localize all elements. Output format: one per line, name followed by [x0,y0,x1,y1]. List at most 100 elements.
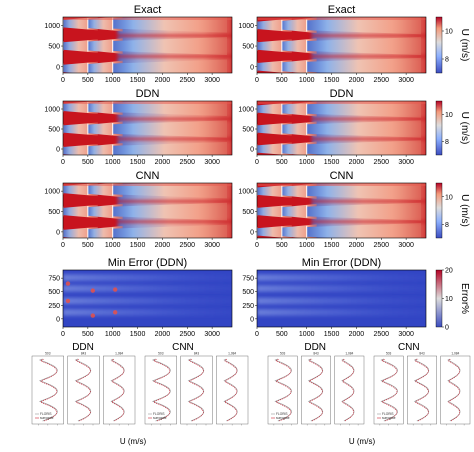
x-tick-label: 2000 [155,331,171,338]
error-streak [257,274,426,281]
x-tick-label: 3000 [204,331,220,338]
profile-subplot: 1,084 [334,352,365,426]
profile-frame [440,355,471,425]
x-tick-label: 1500 [130,77,146,84]
x-tick-label: 2500 [373,77,389,84]
surrogate-curve [381,358,398,422]
x-tick-label: 2000 [349,77,365,84]
error-hotspot [112,287,118,292]
colorbar-label: U (m/s) [459,112,470,145]
station-label: 843 [419,352,425,356]
x-tick-label: 1000 [105,77,121,84]
heatmap-field [63,274,232,318]
turbine-wake [112,202,228,221]
profile-xlabel: U (m/s) [349,437,376,446]
x-tick-label: 2000 [349,242,365,249]
x-tick-label: 2000 [349,159,365,166]
y-tick-label: 0 [250,64,254,71]
heatmap-panel: DDN 0 500 1000 1500 2000 2500 3000 0 500 1000 [238,88,427,166]
surrogate-curve [448,358,460,422]
heatmap-field [257,17,426,73]
error-streak [257,297,426,305]
y-tick-label: 1000 [238,23,254,30]
colorbar-tick-label: 10 [445,296,453,303]
panel-title: Min Error (DDN) [302,257,381,269]
turbine-wake [112,17,228,33]
y-tick-label: 1000 [44,23,60,30]
turbine-wake [112,59,228,73]
error-streak [257,309,426,316]
surrogate-curve [111,358,125,422]
x-tick-label: 1000 [105,159,121,166]
y-tick-label: 0 [250,229,254,236]
floris-curve [307,358,324,422]
surrogate-curve [415,358,429,422]
station-label: 1,084 [115,352,123,356]
floris-curve [380,358,398,422]
profile-subplot: 843 [301,352,331,426]
surrogate-curve [275,358,292,422]
station-label: 843 [194,352,200,356]
x-tick-label: 1000 [299,242,315,249]
colorbar-gradient [435,100,443,156]
surrogate-curve [342,358,354,422]
colorbar-tick-label: 10 [445,29,453,36]
panel-title: Exact [328,4,356,16]
upper-band [257,17,426,20]
error-streak [257,285,426,292]
heatmap-panel: Min Error (DDN) 0 500 1000 1500 2000 2500 3000 0… [48,257,233,338]
colorbar-label: U (m/s) [459,194,470,227]
y-tick-label: 0 [56,147,60,154]
legend-label: FLORIS [382,412,394,416]
heatmap-field [63,17,232,73]
station-label: 843 [313,352,319,356]
legend-label: FLORIS [40,412,52,416]
y-tick-label: 250 [242,303,254,310]
turbine-wake [306,101,422,118]
x-tick-label: 1500 [130,159,146,166]
floris-curve [110,358,125,422]
turbine-wake [112,224,228,238]
floris-curve [274,358,292,422]
error-hotspot [90,288,96,293]
y-tick-label: 0 [56,316,60,323]
colorbar: 10 8 U (m/s) [435,182,470,239]
profile-subplot: 1,084 [216,352,249,426]
x-tick-label: 1500 [130,242,146,249]
turbine-wake [306,183,422,200]
axes-frame [62,100,233,156]
floris-curve [413,358,430,422]
colorbar-gradient [435,16,443,74]
profile-frame [180,355,213,425]
panel-title: CNN [330,170,354,182]
upper-band [63,17,232,20]
x-tick-label: 2500 [373,242,389,249]
heatmap-panel: CNN 0 500 1000 1500 2000 2500 3000 0 500 1000 [44,170,233,249]
profile-subplot: 1,084 [440,352,471,426]
upper-band [257,101,426,104]
profile-frame [31,355,64,425]
floris-curve [223,358,238,422]
turbine-wake [112,101,228,117]
colorbar-tick-label: 10 [445,112,453,119]
heatmap-panel: DDN 0 500 1000 1500 2000 2500 3000 0 500 1000 [44,88,233,166]
x-tick-label: 2500 [179,331,195,338]
x-tick-label: 500 [82,159,94,166]
x-tick-label: 0 [61,242,65,249]
legend-label: FLORIS [153,412,165,416]
profile-xlabel: U (m/s) [120,437,147,446]
turbine-wake [112,183,228,199]
x-tick-label: 0 [61,77,65,84]
surrogate-curve [224,358,238,422]
y-tick-label: 750 [48,276,60,283]
floris-curve [447,358,461,422]
x-tick-label: 2000 [155,159,171,166]
y-tick-label: 500 [48,289,60,296]
x-tick-label: 2000 [155,77,171,84]
turbine-wake [306,140,422,155]
x-tick-label: 3000 [398,77,414,84]
heatmap-field [63,183,232,238]
turbine-wake [112,141,228,155]
heatmap-panel: Exact 0 500 1000 1500 2000 2500 3000 0 500 1000 [238,4,427,84]
